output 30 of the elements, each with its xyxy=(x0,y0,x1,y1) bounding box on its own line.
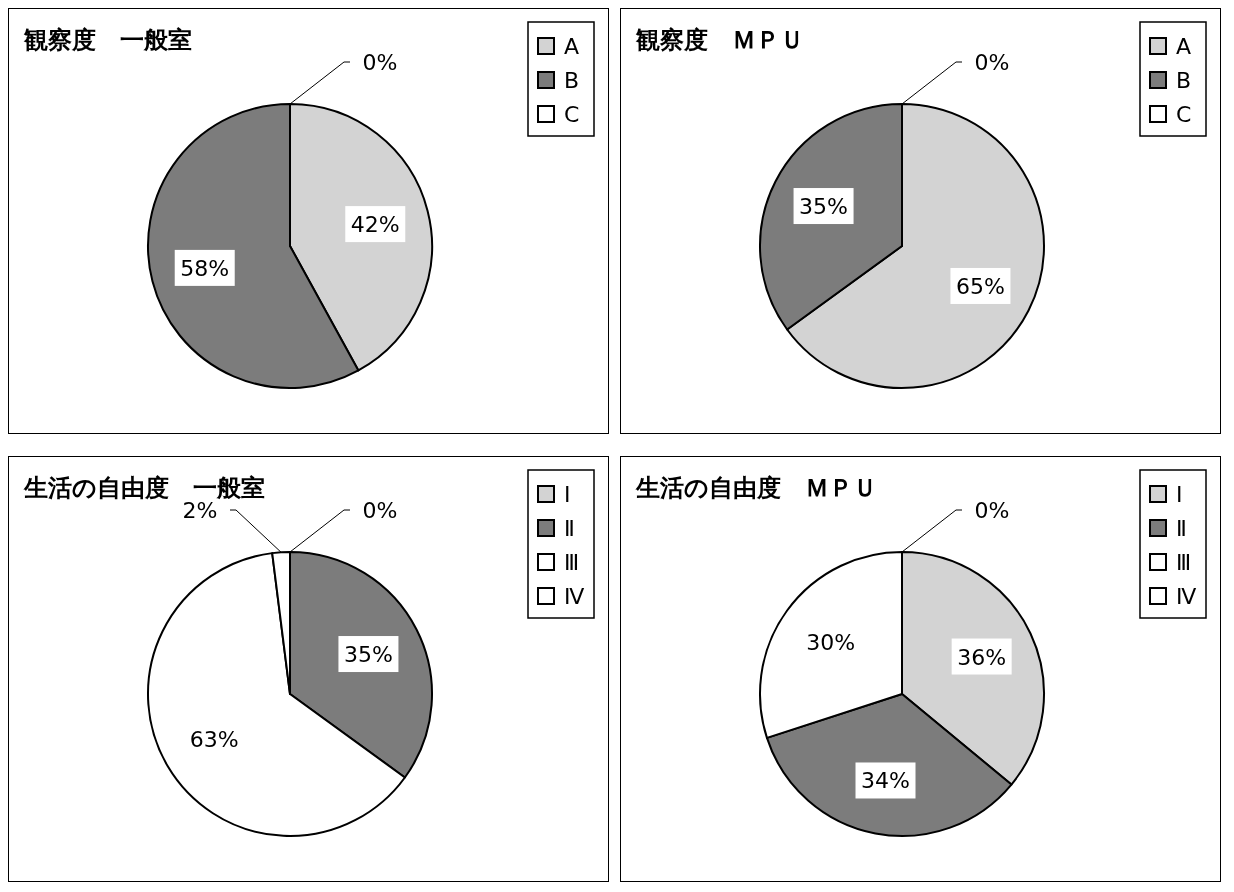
chart-title: 観察度 一般室 xyxy=(23,26,192,54)
legend-label: Ⅰ xyxy=(564,482,571,507)
legend-label: Ⅳ xyxy=(1176,584,1197,609)
data-label: 42% xyxy=(350,212,400,238)
legend-label: C xyxy=(1176,102,1192,127)
legend-label: C xyxy=(564,102,580,127)
data-label: 30% xyxy=(806,630,856,656)
legend-label: Ⅲ xyxy=(564,550,580,575)
data-label: 63% xyxy=(189,726,239,752)
legend-label: B xyxy=(1176,68,1192,93)
text: 0% xyxy=(974,50,1010,75)
legend-label: Ⅰ xyxy=(1176,482,1183,507)
legend-label: Ⅱ xyxy=(564,516,575,541)
legend-label: A xyxy=(564,34,580,59)
text: 0% xyxy=(362,498,398,523)
text: 0% xyxy=(974,498,1010,523)
chart-title: 観察度 ＭＰＵ xyxy=(635,26,804,54)
data-label: 58% xyxy=(180,255,230,281)
data-label: 34% xyxy=(861,768,910,794)
legend-label: B xyxy=(564,68,580,93)
data-label: 36% xyxy=(957,644,1007,670)
text: 0% xyxy=(362,50,398,75)
legend-label: A xyxy=(1176,34,1192,59)
data-label: 65% xyxy=(955,273,1005,299)
legend-label: Ⅲ xyxy=(1176,550,1192,575)
legend-label: Ⅱ xyxy=(1176,516,1187,541)
data-label: 35% xyxy=(799,194,849,220)
chart-title: 生活の自由度 ＭＰＵ xyxy=(635,474,877,502)
data-label: 35% xyxy=(343,642,393,668)
legend-label: Ⅳ xyxy=(564,584,585,609)
